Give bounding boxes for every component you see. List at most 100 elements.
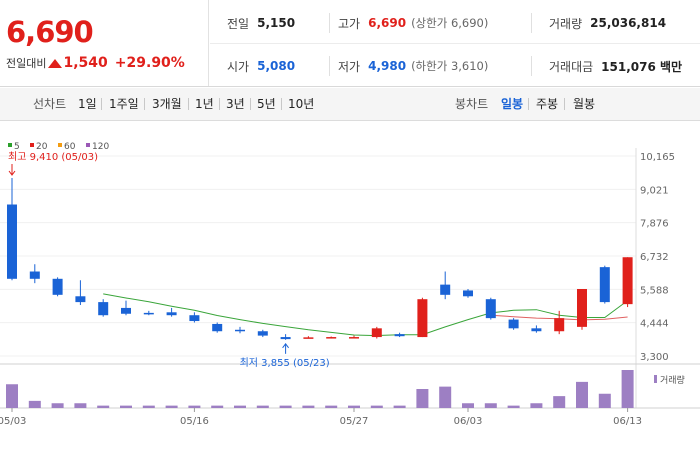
open-value: 5,080: [257, 59, 296, 73]
candle-body: [394, 334, 405, 337]
volume-bar: [576, 381, 588, 408]
legend-swatch: [8, 143, 12, 147]
moving-averages: [103, 293, 628, 337]
control-divider: [188, 98, 189, 110]
control-divider: [528, 98, 529, 110]
candle: [166, 307, 177, 317]
change-amount: 1,540: [63, 55, 108, 71]
volume-value: 25,036,814: [590, 16, 667, 30]
volume-bar: [507, 405, 520, 408]
candle-body: [371, 328, 382, 338]
candle: [577, 288, 587, 330]
y-tick-label: 6,732: [640, 252, 669, 263]
volume-bar: [51, 403, 64, 408]
period-3y[interactable]: 3년: [226, 97, 245, 111]
candle-body: [166, 312, 177, 316]
stat-divider: [329, 56, 330, 76]
volume-bar: [279, 405, 292, 408]
x-tick-label: 06/03: [454, 416, 483, 427]
candle: [485, 297, 496, 320]
period-10y[interactable]: 10년: [288, 97, 315, 111]
low-value: 4,980: [368, 59, 407, 73]
candle: [531, 325, 542, 333]
y-tick-label: 3,300: [640, 352, 669, 363]
volume-bar: [598, 393, 611, 408]
candle-monthly[interactable]: 월봉: [573, 97, 596, 111]
amount-value: 151,076 백만: [601, 59, 683, 74]
stat-divider: [531, 56, 532, 76]
period-1w[interactable]: 1주일: [109, 97, 139, 111]
legend-swatch: [86, 143, 90, 147]
period-5y[interactable]: 5년: [257, 97, 276, 111]
candle: [463, 288, 473, 298]
change-label: 전일대비: [6, 57, 47, 70]
candle: [303, 336, 314, 339]
candle-body: [326, 337, 337, 339]
volume-bar: [553, 396, 566, 408]
candle-weekly[interactable]: 주봉: [536, 97, 559, 111]
price-box: 6,690 전일대비 1,540 +29.90%: [0, 0, 209, 86]
control-divider: [564, 98, 565, 110]
volume-panel: 거래량: [6, 370, 685, 408]
stock-summary: 6,690 전일대비 1,540 +29.90% 전일 5,150 고가 6,6…: [0, 0, 700, 87]
candle-chart-label: 봉차트: [455, 97, 489, 111]
x-tick-label: 06/13: [613, 416, 642, 427]
candle: [599, 265, 610, 304]
volume-bar: [416, 389, 429, 408]
amount-label: 거래대금: [549, 59, 594, 74]
period-3m[interactable]: 3개월: [152, 97, 182, 111]
candle-body: [75, 296, 86, 303]
change-row: 전일대비 1,540 +29.90%: [6, 54, 185, 72]
x-tick-label: 05/16: [180, 416, 209, 427]
period-1y[interactable]: 1년: [195, 97, 214, 111]
y-tick-label: 9,021: [640, 185, 669, 196]
period-1d[interactable]: 1일: [78, 97, 97, 111]
volume-bar: [462, 403, 474, 408]
legend-label: 5: [14, 142, 20, 152]
chart-grid: [0, 148, 700, 409]
candle: [417, 297, 428, 338]
y-tick-label: 10,165: [640, 152, 675, 163]
legend-label: 120: [92, 142, 109, 152]
candle: [98, 299, 109, 317]
change-percent: +29.90%: [114, 55, 185, 71]
volume-bar: [302, 405, 315, 408]
x-tick-label: 05/27: [340, 416, 369, 427]
chart-controls: 선차트 1일 1주일 3개월 1년 3년 5년 10년 봉차트 일봉 주봉 월봉: [0, 88, 700, 121]
high-annotation: 최고 9,410 (05/03): [8, 151, 98, 163]
volume-legend-label: 거래량: [660, 374, 685, 386]
candle: [75, 280, 86, 306]
annotations: 최고 9,410 (05/03) 최저 3,855 (05/23): [8, 151, 330, 369]
candle-daily[interactable]: 일봉: [501, 97, 524, 111]
candle: [29, 264, 40, 284]
volume-bar: [393, 405, 406, 408]
candle-body: [417, 299, 428, 338]
candle: [143, 310, 154, 316]
volume-bar: [74, 403, 87, 408]
volume-bar: [97, 405, 110, 408]
candle-body: [485, 299, 496, 319]
stat-divider: [329, 13, 330, 33]
row-divider: [210, 43, 700, 44]
current-price: 6,690: [6, 15, 94, 49]
candle: [7, 177, 17, 281]
y-tick-label: 7,876: [640, 219, 669, 230]
control-divider: [281, 98, 282, 110]
candle-body: [440, 284, 451, 295]
candle-body: [121, 307, 131, 314]
high-arrow-head: [8, 170, 16, 176]
volume-bar: [234, 405, 246, 408]
volume-bar: [142, 405, 155, 408]
legend-label: 60: [64, 142, 76, 152]
candle-body: [463, 290, 473, 297]
y-tick-label: 5,588: [640, 285, 669, 296]
volume-legend-swatch: [654, 375, 657, 383]
volume-bar: [256, 405, 269, 408]
legend-swatch: [30, 143, 34, 147]
candle: [394, 332, 405, 338]
candle: [554, 310, 565, 335]
volume-bar: [120, 405, 132, 408]
candle-body: [29, 271, 40, 279]
ma-legend: 5 20 60 120: [8, 142, 109, 152]
candle: [622, 257, 633, 308]
